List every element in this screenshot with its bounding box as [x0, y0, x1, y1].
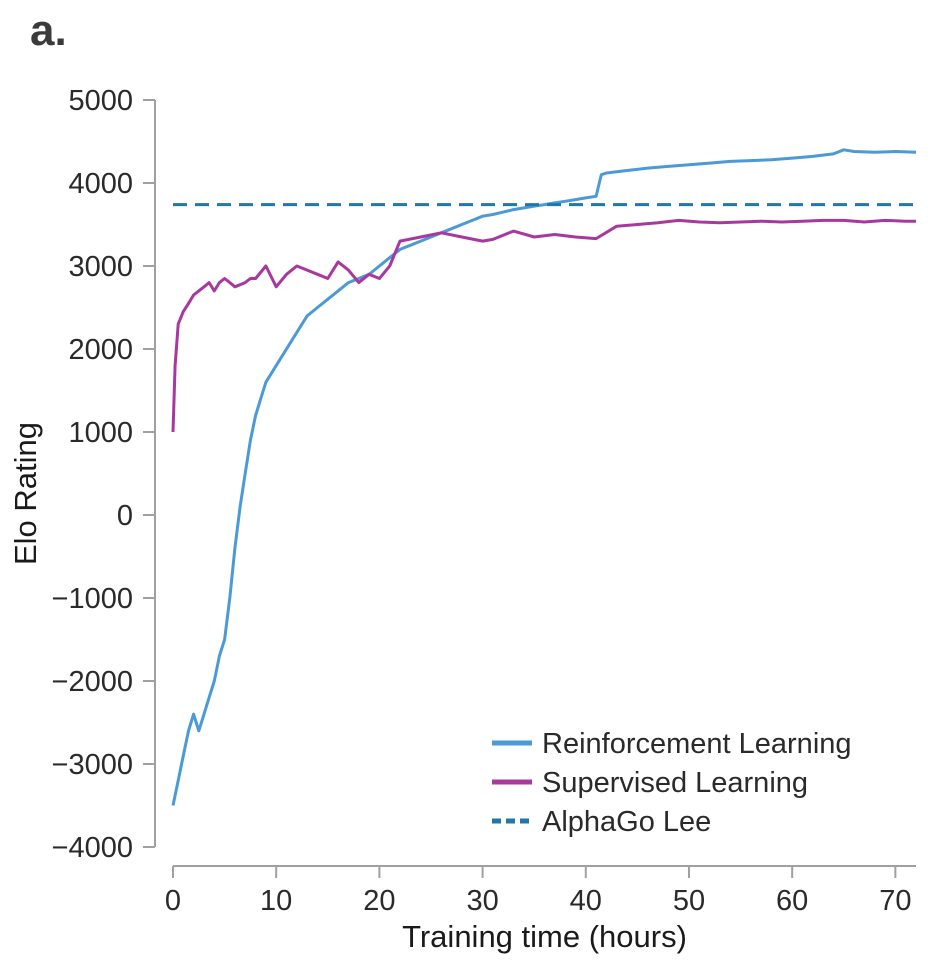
series-line-1	[171, 148, 917, 806]
x-tick-label: 50	[673, 885, 705, 917]
legend-label-1: Reinforcement Learning	[542, 728, 852, 760]
y-tick-label: 4000	[68, 168, 133, 200]
y-axis-label: Elo Rating	[8, 422, 43, 565]
y-tick-label: 0	[117, 500, 133, 532]
panel-label: a.	[30, 6, 67, 55]
y-tick-label: −2000	[52, 666, 133, 698]
y-tick-label: −3000	[52, 749, 133, 781]
y-tick-label: −4000	[52, 832, 133, 864]
legend: Reinforcement Learning Supervised Learnin…	[492, 728, 852, 838]
legend-label-2: Supervised Learning	[542, 767, 808, 799]
y-tick-label: 3000	[68, 251, 133, 283]
x-tick-label: 40	[570, 885, 602, 917]
x-tick-label: 60	[776, 885, 808, 917]
legend-label-3: AlphaGo Lee	[542, 806, 711, 838]
series-line-2	[171, 218, 916, 433]
x-axis-label: Training time (hours)	[402, 919, 687, 954]
x-tick-label: 70	[879, 885, 911, 917]
x-tick-label: 20	[363, 885, 395, 917]
x-tick-label: 10	[260, 885, 292, 917]
y-tick-label: −1000	[52, 583, 133, 615]
x-tick-label: 0	[165, 885, 181, 917]
axes: −4000−3000−2000−100001000200030004000500…	[52, 85, 916, 917]
y-tick-label: 1000	[68, 417, 133, 449]
y-tick-label: 5000	[68, 85, 133, 117]
y-tick-label: 2000	[68, 334, 133, 366]
x-tick-label: 30	[466, 885, 498, 917]
plot-lines	[171, 148, 917, 806]
